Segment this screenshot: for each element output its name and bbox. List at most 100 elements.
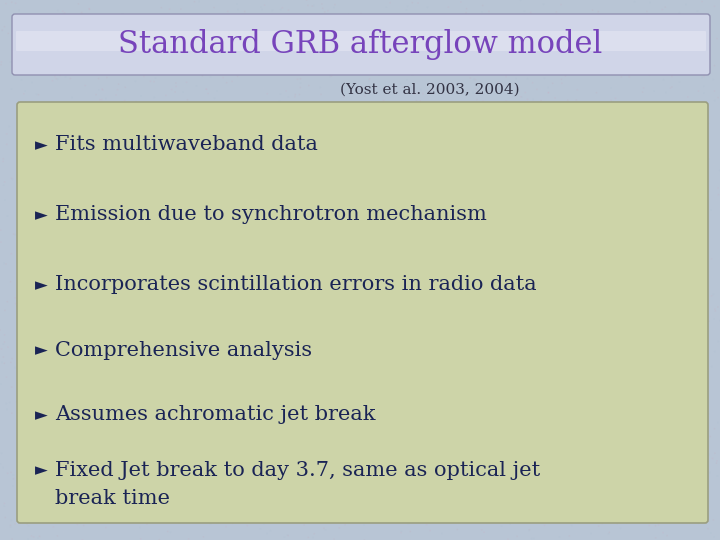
Point: [277, 383, 289, 392]
Point: [240, 202, 252, 211]
Point: [271, 134, 283, 143]
Point: [382, 319, 394, 328]
Point: [526, 299, 538, 308]
Point: [208, 411, 220, 420]
Point: [197, 318, 208, 326]
Point: [536, 174, 548, 183]
Point: [708, 2, 720, 11]
Point: [109, 379, 120, 387]
Point: [170, 236, 181, 245]
Point: [247, 255, 258, 264]
Point: [8, 475, 19, 483]
Point: [613, 366, 625, 375]
Point: [523, 526, 535, 535]
Point: [459, 404, 471, 413]
Point: [677, 514, 688, 522]
Point: [445, 113, 456, 122]
Point: [542, 83, 554, 92]
Point: [251, 450, 263, 458]
Point: [72, 122, 84, 130]
Point: [359, 536, 370, 540]
Point: [397, 526, 408, 535]
Point: [598, 202, 610, 211]
Point: [161, 438, 173, 447]
Point: [359, 451, 371, 460]
Point: [277, 121, 289, 130]
Point: [73, 26, 84, 35]
Point: [157, 109, 168, 118]
Point: [122, 483, 134, 491]
Point: [337, 520, 348, 529]
Point: [330, 480, 342, 489]
Point: [687, 226, 698, 235]
Point: [48, 66, 60, 75]
Point: [621, 29, 632, 38]
Point: [315, 299, 327, 307]
Point: [377, 4, 388, 13]
Point: [504, 487, 516, 495]
Point: [102, 206, 114, 215]
Point: [704, 468, 716, 477]
Point: [270, 327, 282, 336]
Point: [433, 212, 445, 220]
Point: [0, 319, 12, 328]
Point: [700, 393, 711, 401]
Point: [447, 485, 459, 494]
Point: [650, 33, 662, 42]
Point: [83, 60, 94, 69]
Point: [572, 154, 583, 163]
Point: [267, 22, 279, 30]
Point: [616, 248, 628, 257]
Point: [667, 16, 679, 24]
Point: [153, 450, 165, 458]
Point: [528, 534, 540, 540]
Point: [82, 240, 94, 248]
Point: [75, 374, 86, 383]
Point: [656, 405, 667, 414]
Point: [91, 482, 103, 490]
Point: [397, 280, 409, 288]
Point: [483, 28, 495, 36]
Point: [480, 251, 491, 260]
Point: [530, 334, 541, 343]
Point: [409, 514, 420, 522]
Point: [169, 432, 181, 441]
Point: [565, 460, 577, 468]
Point: [509, 511, 521, 520]
Point: [318, 69, 330, 78]
Point: [272, 379, 284, 388]
Point: [685, 21, 697, 29]
Point: [266, 495, 277, 504]
Point: [539, 201, 551, 210]
Point: [685, 332, 697, 340]
Point: [12, 114, 23, 123]
Point: [178, 364, 189, 373]
Point: [410, 96, 422, 105]
Point: [425, 228, 436, 237]
Point: [254, 273, 266, 282]
Point: [102, 266, 114, 274]
Point: [207, 117, 218, 125]
Point: [320, 525, 331, 534]
Point: [618, 308, 629, 317]
Point: [76, 444, 87, 453]
Point: [474, 145, 486, 154]
Point: [509, 340, 521, 349]
Point: [207, 464, 219, 472]
Point: [469, 75, 481, 84]
Point: [628, 380, 639, 388]
Point: [241, 465, 253, 474]
Point: [34, 68, 45, 76]
Point: [355, 143, 366, 151]
Point: [392, 205, 403, 214]
Point: [148, 336, 159, 345]
Point: [184, 260, 196, 269]
Point: [636, 88, 648, 97]
Point: [111, 37, 122, 45]
Point: [109, 349, 121, 357]
Point: [350, 370, 361, 379]
Point: [71, 292, 83, 300]
Point: [407, 227, 418, 235]
Point: [507, 472, 518, 481]
Point: [290, 453, 302, 461]
